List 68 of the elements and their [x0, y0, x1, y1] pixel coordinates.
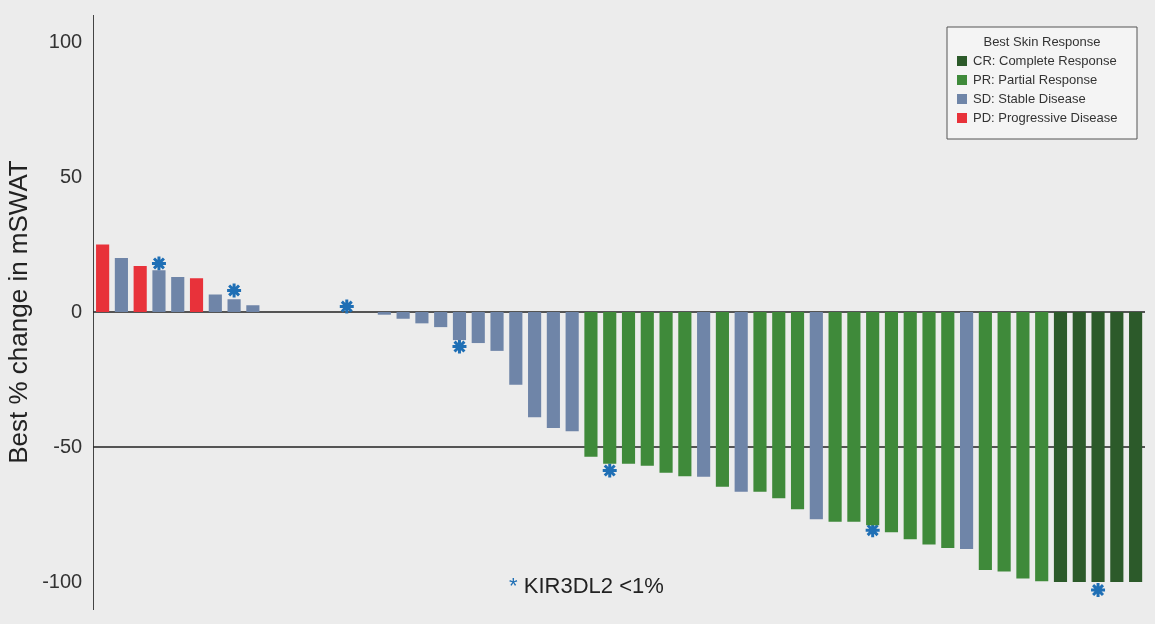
y-axis-title: Best % change in mSWAT — [2, 160, 33, 464]
bar — [790, 312, 805, 510]
bar — [565, 312, 579, 432]
bar — [884, 312, 899, 533]
bar — [697, 312, 711, 477]
bar — [377, 312, 391, 315]
legend-label: SD: Stable Disease — [973, 90, 1086, 106]
bar — [1091, 312, 1105, 582]
bar — [114, 258, 128, 312]
bar — [1053, 312, 1068, 582]
annotation: * KIR3DL2 <1% — [509, 573, 664, 599]
bar — [847, 312, 861, 522]
bar — [415, 312, 429, 324]
bar — [828, 312, 842, 522]
bar — [171, 276, 185, 312]
point — [338, 298, 356, 316]
bar — [471, 312, 485, 344]
y-tick-label: 50 — [59, 164, 83, 187]
point — [225, 281, 243, 299]
point — [150, 254, 168, 272]
bar — [753, 312, 767, 492]
bar — [621, 312, 636, 464]
bar — [603, 312, 617, 464]
bar — [152, 270, 166, 312]
bar — [396, 312, 410, 319]
bar — [528, 312, 542, 418]
bar — [734, 312, 748, 492]
bar — [659, 312, 673, 473]
point — [601, 461, 619, 479]
bar — [903, 312, 917, 540]
bar — [678, 312, 692, 477]
bar — [584, 312, 598, 457]
bar — [772, 312, 786, 499]
point — [450, 338, 468, 356]
y-tick-label: -100 — [42, 569, 83, 592]
bar — [246, 305, 260, 312]
bar — [546, 312, 560, 429]
bar — [133, 266, 147, 312]
y-tick-label: 100 — [48, 29, 83, 52]
bar — [640, 312, 654, 466]
bar — [96, 244, 110, 312]
bar — [1035, 312, 1049, 582]
bar — [490, 312, 504, 351]
y-tick-label: -50 — [53, 434, 83, 457]
bar — [978, 312, 992, 571]
bar — [227, 299, 241, 312]
bar — [208, 294, 222, 312]
bar — [866, 312, 880, 526]
legend-label: CR: Complete Response — [973, 52, 1117, 68]
bar — [189, 278, 204, 312]
point — [1089, 581, 1107, 599]
bar — [1110, 312, 1124, 582]
bar — [434, 312, 448, 328]
bar — [1129, 312, 1143, 582]
legend-label: PR: Partial Response — [973, 71, 1098, 87]
bar — [715, 312, 729, 487]
bar — [922, 312, 936, 545]
bar — [997, 312, 1011, 572]
y-tick-label: 0 — [71, 299, 83, 322]
bar — [809, 312, 823, 520]
bar — [1016, 312, 1030, 579]
bar — [1072, 312, 1086, 582]
bar — [960, 312, 974, 550]
bar — [509, 312, 523, 385]
legend-title: Best Skin Response — [983, 33, 1101, 49]
bar — [452, 312, 467, 341]
bar — [941, 312, 955, 548]
legend-label: PD: Progressive Disease — [973, 109, 1118, 125]
